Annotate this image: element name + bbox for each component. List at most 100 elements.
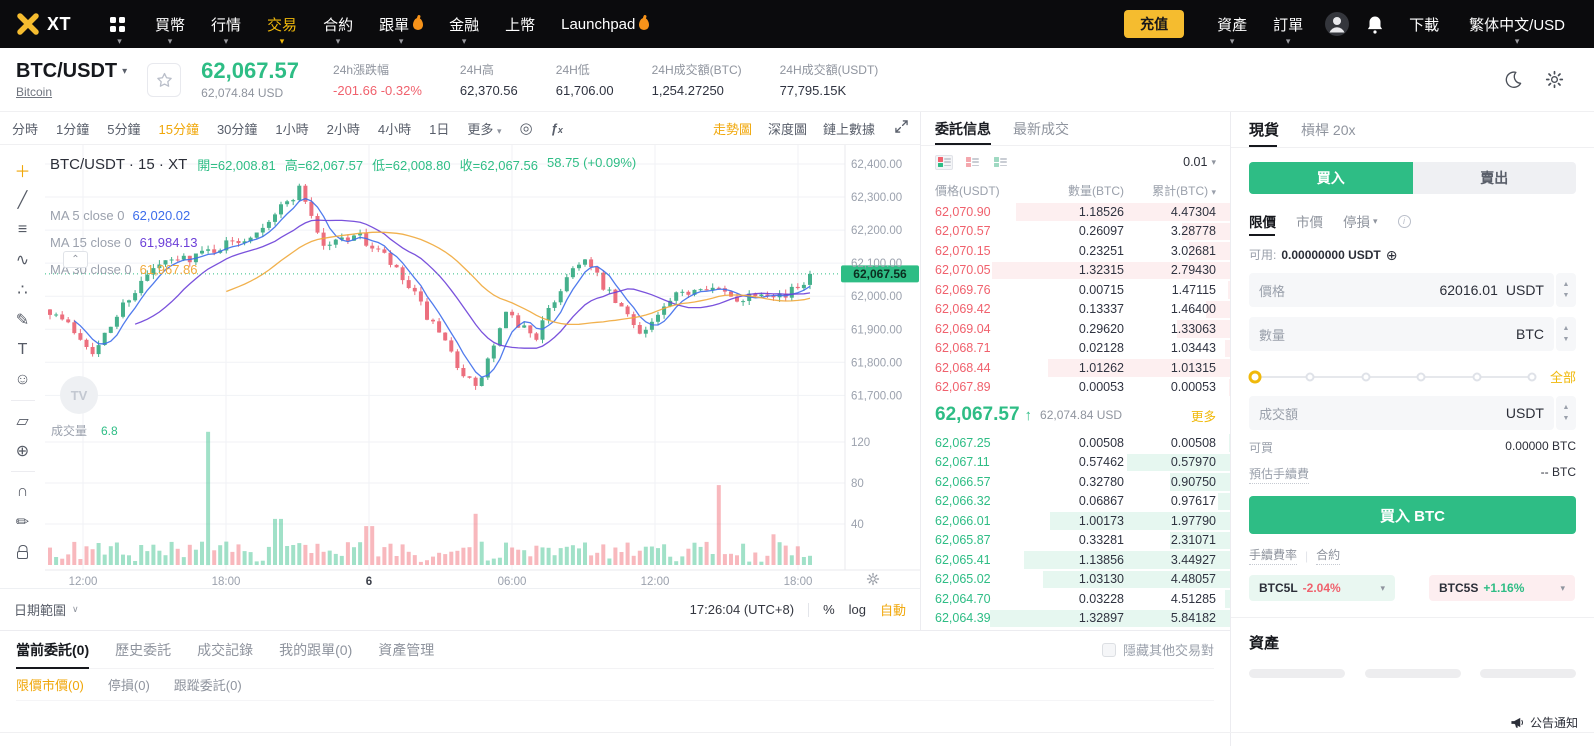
book-tab-委託信息[interactable]: 委託信息 (935, 112, 991, 145)
amount-input[interactable]: 成交額 USDT (1249, 396, 1554, 430)
bid-row[interactable]: 62,064.70 0.03228 4.51285 (935, 589, 1230, 609)
long-position-icon[interactable]: ∴ (17, 282, 28, 299)
orders-tab-資產管理[interactable]: 資產管理 (378, 641, 435, 658)
orders-tab-歷史委託[interactable]: 歷史委託 (115, 641, 172, 658)
auto-scale-button[interactable]: 自動 (879, 603, 906, 618)
trendline-icon[interactable]: ╱ (17, 192, 28, 209)
chart-mode-鏈上數據[interactable]: 鏈上數據 (822, 121, 875, 137)
trade-tab-槓桿 20x[interactable]: 槓桿 20x (1301, 121, 1356, 138)
ask-row[interactable]: 62,068.71 0.02128 1.03443 (935, 339, 1230, 359)
ask-row[interactable]: 62,069.76 0.00715 1.47115 (935, 280, 1230, 300)
nav-item-Launchpad[interactable]: Launchpad (548, 0, 662, 48)
buy-btc-button[interactable]: 買入 BTC (1249, 496, 1576, 534)
xabcd-pattern-icon[interactable]: ∿ (15, 252, 30, 269)
quantity-stepper[interactable]: ▲ ▼ (1556, 317, 1576, 351)
hide-other-pairs-checkbox[interactable] (1101, 642, 1116, 657)
nav-item-跟單[interactable]: 跟單 ▾ (366, 0, 436, 48)
nav-item-金融[interactable]: 金融 ▾ (449, 16, 480, 47)
slider-dot-2[interactable] (1361, 372, 1371, 381)
sell-tab[interactable]: 賣出 (1412, 162, 1576, 194)
fee-rate-link[interactable]: 手續費率 (1249, 546, 1298, 565)
percent-scale-button[interactable]: % (823, 602, 835, 617)
contract-link[interactable]: 合約 (1316, 546, 1341, 565)
orders-tab-我的跟單(0)[interactable]: 我的跟單(0) (279, 641, 353, 658)
order-type-市價[interactable]: 市價 (1296, 215, 1323, 230)
deposit-plus-icon[interactable]: ⊕ (1385, 246, 1398, 263)
ask-row[interactable]: 62,069.42 0.13337 1.46400 (935, 300, 1230, 320)
indicators-fx-icon[interactable]: ƒx (550, 120, 563, 136)
date-range-selector[interactable]: 日期範圍 ∨ (14, 603, 79, 618)
orders-subtab-跟蹤委託(0)[interactable]: 跟蹤委託(0) (173, 678, 242, 693)
nav-item-合約[interactable]: 合約 ▾ (323, 16, 354, 47)
notifications-button[interactable] (1358, 0, 1392, 48)
book-view-asks-icon[interactable] (963, 155, 981, 170)
interval-15分鐘[interactable]: 15分鐘 (158, 121, 199, 137)
slider-dot-3[interactable] (1416, 372, 1426, 381)
bid-row[interactable]: 62,065.87 0.33281 2.31071 (935, 531, 1230, 551)
pair-selector[interactable]: BTC/USDT ▾ (16, 60, 127, 83)
ask-row[interactable]: 62,070.05 1.32315 2.79430 (935, 261, 1230, 281)
order-type-限價[interactable]: 限價 (1249, 206, 1276, 236)
coin-name-link[interactable]: Bitcoin (16, 85, 53, 99)
nav-item-交易[interactable]: 交易 ▾ (267, 16, 298, 47)
ask-row[interactable]: 62,069.04 0.29620 1.33063 (935, 319, 1230, 339)
slider-all-label[interactable]: 全部 (1549, 370, 1576, 385)
drawing-lock-icon[interactable]: ✏ (15, 514, 30, 531)
nav-item-訂單[interactable]: 訂單 ▾ (1273, 16, 1304, 47)
chart-mode-深度圖[interactable]: 深度圖 (767, 121, 807, 137)
price-stepper[interactable]: ▲ ▼ (1556, 273, 1576, 307)
settings-button[interactable] (1545, 70, 1564, 89)
ask-row[interactable]: 62,067.89 0.00053 0.00053 (935, 378, 1230, 398)
ask-row[interactable]: 62,070.57 0.26097 3.28778 (935, 222, 1230, 242)
order-type-停損[interactable]: 停損 ▾ (1343, 215, 1378, 230)
ask-row[interactable]: 62,068.44 1.01262 1.01315 (935, 358, 1230, 378)
interval-more[interactable]: 更多 ▾ (467, 121, 502, 137)
interval-1日[interactable]: 1日 (429, 121, 450, 137)
ask-row[interactable]: 62,070.15 0.23251 3.02681 (935, 241, 1230, 261)
indicator-compare-icon[interactable]: ◎ (519, 120, 533, 137)
ask-row[interactable]: 62,070.90 1.18526 4.47304 (935, 202, 1230, 222)
legend-collapse-button[interactable]: ⌃ (63, 251, 88, 268)
interval-2小時[interactable]: 2小時 (326, 121, 360, 137)
interval-1分鐘[interactable]: 1分鐘 (56, 121, 90, 137)
book-view-all-icon[interactable] (935, 154, 953, 170)
amount-slider[interactable]: 全部 (1248, 367, 1576, 386)
nav-item-上幣[interactable]: 上幣 (505, 16, 536, 34)
profile-button[interactable] (1320, 0, 1354, 48)
amount-stepper[interactable]: ▲ ▼ (1556, 396, 1576, 430)
magnet-icon[interactable]: ∩ (16, 483, 29, 500)
announcement-link[interactable]: 公告通知 (1510, 714, 1578, 731)
slider-dot-5[interactable] (1527, 372, 1537, 381)
nav-item-買幣[interactable]: 買幣 ▾ (155, 16, 186, 47)
nav-item-資產[interactable]: 資產 ▾ (1217, 16, 1248, 47)
locale-menu[interactable]: 繁体中文/USD ▾ (1469, 16, 1565, 47)
book-mid-price-row[interactable]: 62,067.57 ↑ 62,074.84 USD 更多 (921, 397, 1230, 433)
orders-tab-成交記錄[interactable]: 成交記錄 (197, 641, 254, 658)
xt-logo[interactable]: XT (16, 12, 71, 36)
buy-tab[interactable]: 買入 (1249, 162, 1413, 194)
orders-subtab-限價市價(0)[interactable]: 限價市價(0) (16, 678, 84, 693)
bid-row[interactable]: 62,067.25 0.00508 0.00508 (935, 433, 1230, 453)
zoom-in-icon[interactable]: ⊕ (15, 443, 30, 460)
book-more-link[interactable]: 更多 (1190, 409, 1216, 424)
bid-row[interactable]: 62,066.32 0.06867 0.97617 (935, 492, 1230, 512)
favorite-button[interactable] (147, 62, 182, 97)
interval-分時[interactable]: 分時 (12, 121, 39, 137)
download-menu[interactable]: 下載 (1409, 16, 1440, 34)
interval-30分鐘[interactable]: 30分鐘 (216, 121, 258, 137)
etf-chip-BTC5L[interactable]: BTC5L -2.04% ▾ (1249, 575, 1395, 601)
book-tab-最新成交[interactable]: 最新成交 (1013, 120, 1069, 137)
interval-4小時[interactable]: 4小時 (377, 121, 412, 137)
slider-dot-4[interactable] (1472, 372, 1482, 381)
precision-selector[interactable]: 0.01 ▾ (1183, 155, 1216, 169)
book-view-bids-icon[interactable] (991, 155, 1009, 170)
interval-5分鐘[interactable]: 5分鐘 (107, 121, 141, 137)
bid-row[interactable]: 62,066.01 1.00173 1.97790 (935, 511, 1230, 531)
ruler-icon[interactable]: ▱ (16, 413, 29, 430)
dark-mode-toggle[interactable] (1504, 70, 1523, 89)
info-icon[interactable]: i (1397, 214, 1411, 228)
trade-tab-現貨[interactable]: 現貨 (1249, 112, 1279, 147)
bid-row[interactable]: 62,066.57 0.32780 0.90750 (935, 472, 1230, 492)
crosshair-icon[interactable]: ＋ (14, 164, 31, 181)
bid-row[interactable]: 62,064.39 1.32897 5.84182 (935, 609, 1230, 629)
